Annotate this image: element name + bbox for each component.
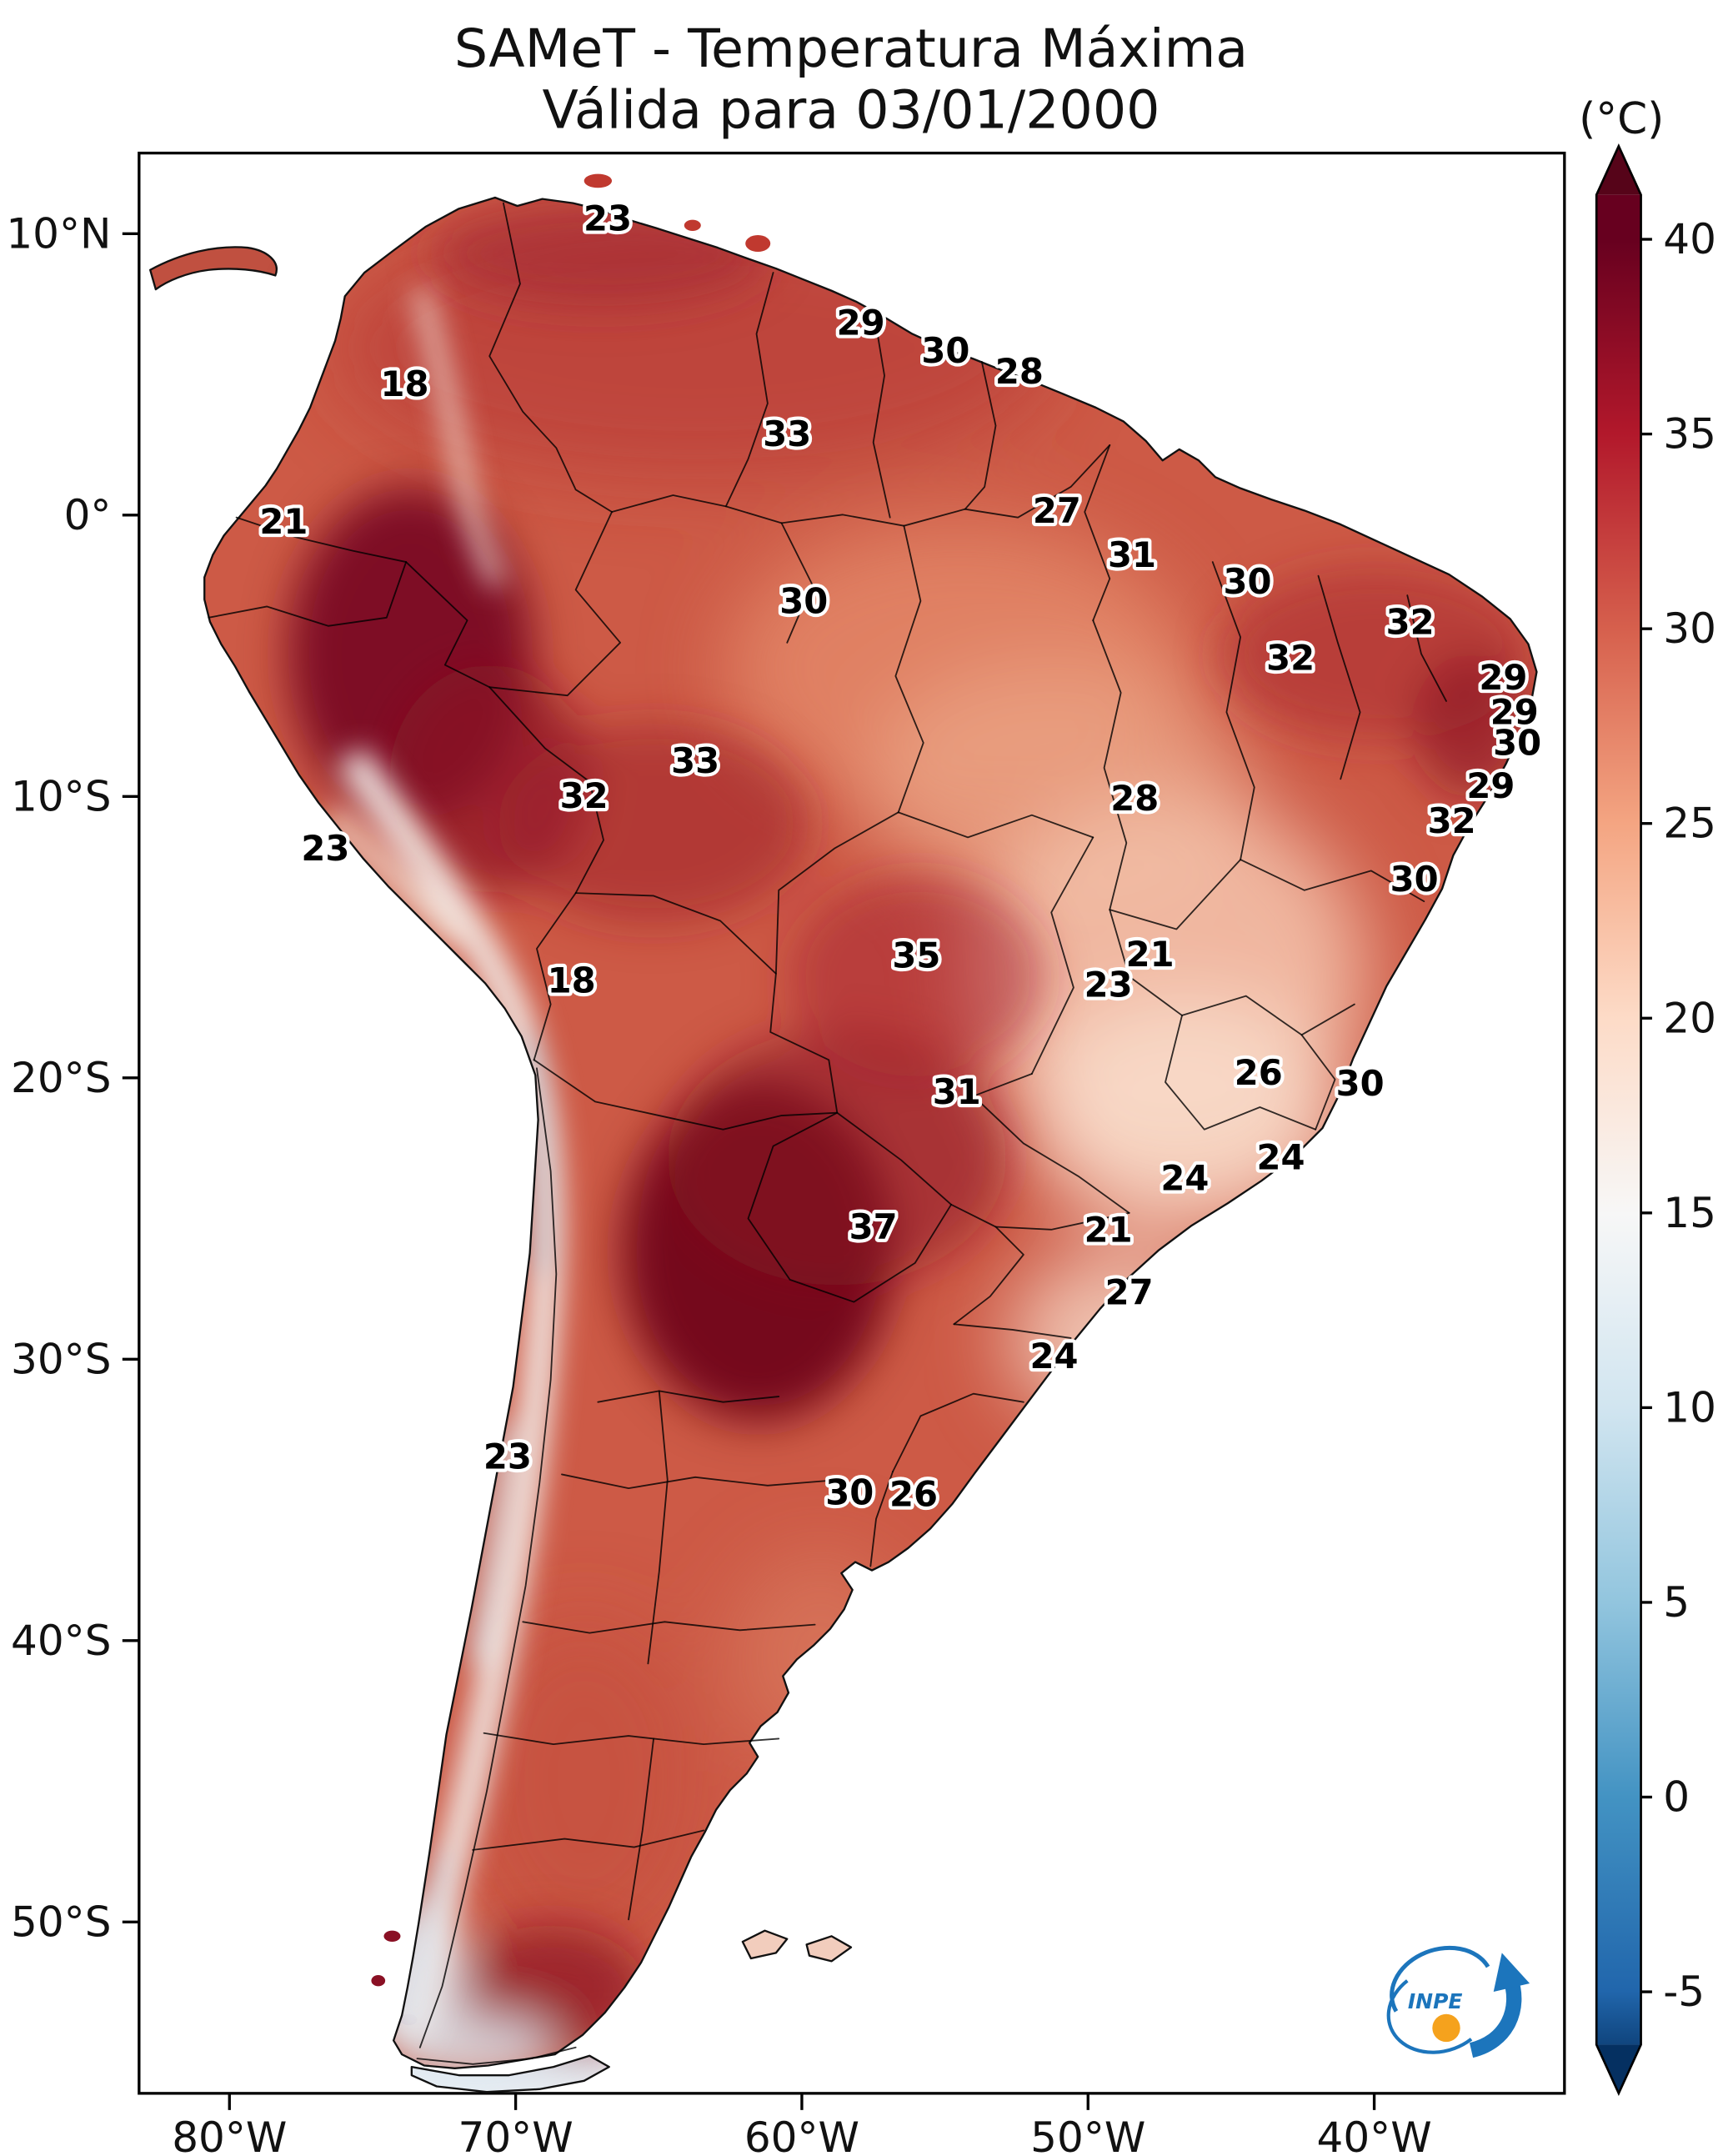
colorbar-tick-label: 30 xyxy=(1663,604,1716,653)
station-temp-label: 29 xyxy=(1479,657,1527,698)
colorbar-tick-label: 5 xyxy=(1663,1578,1690,1627)
station-temp-label: 23 xyxy=(1084,965,1133,1005)
colorbar-under-arrow xyxy=(1596,2044,1641,2093)
colorbar-tick-label: 20 xyxy=(1663,994,1716,1042)
colorbar: (°C) 40 35 30 25 20 15 10 5 0 -5 xyxy=(1579,94,1716,2097)
inpe-logo: INPE xyxy=(1386,1945,1530,2058)
station-temp-label: 33 xyxy=(763,414,811,454)
lat-tick-label: 50°S xyxy=(11,1898,111,1946)
lat-axis: 10°N 0° 10°S 20°S 30°S 40°S 50°S xyxy=(6,209,139,1946)
station-temp-label: 18 xyxy=(548,960,596,1001)
inpe-logo-text: INPE xyxy=(1408,1989,1463,2013)
station-temp-label: 23 xyxy=(483,1436,532,1477)
station-temp-label: 30 xyxy=(1390,859,1439,900)
station-temp-label: 27 xyxy=(1033,490,1081,531)
station-temp-label: 30 xyxy=(825,1472,874,1513)
station-temp-label: 30 xyxy=(1493,722,1541,763)
lon-tick-label: 50°W xyxy=(1030,2113,1145,2156)
station-temp-label: 23 xyxy=(301,828,349,869)
station-temp-label: 21 xyxy=(1084,1209,1133,1250)
station-temp-label: 30 xyxy=(779,580,828,621)
station-temp-label: 24 xyxy=(1160,1158,1209,1199)
station-temp-label: 27 xyxy=(1105,1271,1154,1312)
inpe-logo-arrow-icon xyxy=(1469,1975,1522,2058)
station-temp-label: 37 xyxy=(849,1206,898,1247)
station-temp-label: 21 xyxy=(1126,934,1175,975)
lat-tick-label: 20°S xyxy=(11,1054,111,1102)
station-temp-label: 21 xyxy=(259,501,308,542)
station-temp-label: 35 xyxy=(892,935,940,976)
station-temp-label: 24 xyxy=(1030,1336,1079,1376)
station-temp-label: 28 xyxy=(1110,778,1159,819)
colorbar-tick-label: 10 xyxy=(1663,1383,1716,1431)
colorbar-over-arrow xyxy=(1596,146,1641,195)
lon-tick-label: 80°W xyxy=(172,2113,287,2156)
station-temp-label: 32 xyxy=(1428,800,1476,841)
figure-title: SAMeT - Temperatura Máxima xyxy=(454,18,1248,79)
inpe-logo-swirl-icon xyxy=(1390,1945,1490,2013)
inpe-logo-arrowhead-icon xyxy=(1493,1953,1530,1993)
station-temp-label: 26 xyxy=(1235,1052,1283,1093)
station-temp-label: 31 xyxy=(1108,534,1156,575)
lat-tick-label: 10°S xyxy=(11,772,111,820)
lat-tick-label: 30°S xyxy=(11,1335,111,1383)
station-temp-label: 31 xyxy=(933,1071,981,1112)
colorbar-tick-label: 40 xyxy=(1663,215,1716,263)
station-temp-label: 30 xyxy=(921,330,969,371)
colorbar-tick-label: -5 xyxy=(1663,1968,1705,2016)
colorbar-gradient xyxy=(1596,194,1641,2045)
station-temp-label: 33 xyxy=(671,740,719,781)
colorbar-tick-label: 0 xyxy=(1663,1773,1690,1822)
inpe-logo-swirl2-icon xyxy=(1386,1979,1473,2054)
station-temp-label: 23 xyxy=(584,198,632,239)
station-temp-label: 18 xyxy=(380,364,428,404)
station-temp-label: 29 xyxy=(1466,765,1515,806)
station-temp-label: 24 xyxy=(1256,1137,1305,1178)
station-temp-label: 32 xyxy=(560,775,609,816)
lon-tick-label: 60°W xyxy=(744,2113,859,2156)
figure-subtitle: Válida para 03/01/2000 xyxy=(542,79,1160,141)
lon-axis: 80°W 70°W 60°W 50°W 40°W xyxy=(172,2093,1432,2156)
colorbar-ticks: 40 35 30 25 20 15 10 5 0 -5 xyxy=(1640,215,1716,2016)
station-temp-label: 26 xyxy=(889,1473,938,1514)
station-temp-label: 29 xyxy=(837,303,885,343)
lon-tick-label: 40°W xyxy=(1317,2113,1432,2156)
station-temp-label: 29 xyxy=(1490,692,1539,733)
lat-tick-label: 0° xyxy=(64,491,112,539)
station-temp-label: 28 xyxy=(995,351,1044,392)
country-borders xyxy=(208,202,1447,2065)
colorbar-tick-label: 15 xyxy=(1663,1189,1716,1237)
inpe-logo-orange-dot-icon xyxy=(1432,2013,1460,2043)
lat-tick-label: 10°N xyxy=(6,209,111,258)
station-temp-label: 32 xyxy=(1386,601,1435,642)
station-temp-label: 30 xyxy=(1223,561,1271,602)
station-temp-label: 32 xyxy=(1266,638,1315,679)
colorbar-tick-label: 25 xyxy=(1663,800,1716,848)
station-temp-label: 30 xyxy=(1336,1063,1385,1104)
lon-tick-label: 70°W xyxy=(458,2113,573,2156)
plot-frame xyxy=(138,151,1566,2095)
colorbar-outline xyxy=(1595,143,1642,2097)
lat-tick-label: 40°S xyxy=(11,1617,111,1665)
colorbar-unit-label: (°C) xyxy=(1579,94,1664,144)
colorbar-tick-label: 35 xyxy=(1663,410,1716,459)
